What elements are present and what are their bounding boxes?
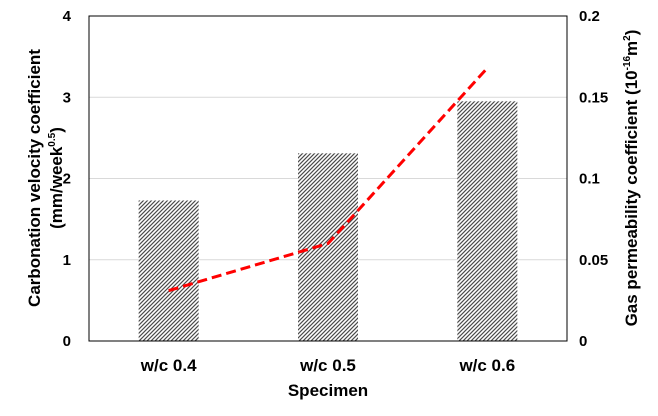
left-tick-label: 0 <box>63 333 71 350</box>
x-tick-label: w/c 0.5 <box>299 356 356 375</box>
x-axis-ticks: w/c 0.4 w/c 0.5 w/c 0.6 <box>140 356 515 375</box>
bar-series <box>138 101 518 341</box>
left-tick-label: 1 <box>63 252 71 269</box>
left-tick-label: 3 <box>63 89 71 106</box>
line-series <box>168 66 489 293</box>
right-tick-label: 0.2 <box>579 8 600 25</box>
bar <box>138 200 199 341</box>
right-tick-label: 0.05 <box>579 252 608 269</box>
left-axis-title-line1: Carbonation velocity coefficient <box>25 49 44 307</box>
left-axis-title-line2: (mm/week0.5) <box>47 127 66 229</box>
right-axis-title-text: Gas permeability coefficient (10-16m2) <box>622 30 641 327</box>
right-tick-label: 0.1 <box>579 171 600 188</box>
x-tick-label: w/c 0.4 <box>140 356 197 375</box>
left-axis-ticks: 0 1 2 3 4 <box>63 8 72 350</box>
right-tick-label: 0 <box>579 333 587 350</box>
plot-frame <box>88 15 568 342</box>
x-tick-label: w/c 0.6 <box>458 356 515 375</box>
right-axis-title: Gas permeability coefficient (10-16m2) <box>622 30 641 327</box>
left-tick-label: 4 <box>63 8 72 25</box>
bar <box>298 153 358 341</box>
right-axis-ticks: 0 0.05 0.1 0.15 0.2 <box>579 8 608 350</box>
left-axis-title: Carbonation velocity coefficient (mm/wee… <box>25 49 66 307</box>
bar <box>457 101 518 341</box>
left-tick-label: 2 <box>63 171 71 188</box>
x-axis-title: Specimen <box>288 381 368 400</box>
right-tick-label: 0.15 <box>579 89 608 106</box>
